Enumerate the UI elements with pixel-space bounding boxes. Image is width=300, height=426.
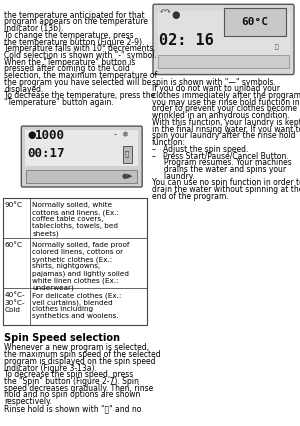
Text: hold and no spin options are shown: hold and no spin options are shown bbox=[4, 391, 141, 400]
Text: To decrease the spin speed, press: To decrease the spin speed, press bbox=[4, 370, 134, 379]
Bar bbox=[158, 55, 289, 68]
Text: pajamas) and lightly soiled: pajamas) and lightly soiled bbox=[32, 270, 129, 276]
Text: ●: ● bbox=[171, 10, 179, 20]
Text: the temperature button (Figure 2-9).: the temperature button (Figure 2-9). bbox=[4, 37, 145, 46]
Text: Cold selection is shown with "-" symbol.: Cold selection is shown with "-" symbol. bbox=[4, 51, 158, 60]
Text: indicator (13b).: indicator (13b). bbox=[4, 24, 64, 33]
FancyBboxPatch shape bbox=[153, 4, 294, 75]
Text: the "Spin" button (Figure 2-7). Spin: the "Spin" button (Figure 2-7). Spin bbox=[4, 377, 140, 386]
Text: If you do not want to unload your: If you do not want to unload your bbox=[152, 84, 280, 93]
Text: shirts, nightgowns,: shirts, nightgowns, bbox=[32, 263, 101, 269]
Text: To change the temperature, press: To change the temperature, press bbox=[4, 31, 134, 40]
Text: To decrease the temperature, press the: To decrease the temperature, press the bbox=[4, 92, 156, 101]
Text: "Temperature" button again.: "Temperature" button again. bbox=[4, 98, 114, 107]
Text: 30°C-: 30°C- bbox=[5, 300, 26, 306]
Text: cottons and linens. (Ex.:: cottons and linens. (Ex.: bbox=[32, 209, 119, 216]
Text: 90°C: 90°C bbox=[5, 202, 23, 208]
Bar bbox=[3, 238, 147, 288]
Text: function:: function: bbox=[152, 138, 185, 147]
Text: Normally soiled, fade proof: Normally soiled, fade proof bbox=[32, 242, 130, 248]
Bar bbox=[3, 198, 147, 325]
Text: program appears on the temperature: program appears on the temperature bbox=[4, 17, 148, 26]
Text: For delicate clothes (Ex.:: For delicate clothes (Ex.: bbox=[32, 292, 122, 299]
Text: drains the water and spins your: drains the water and spins your bbox=[152, 165, 286, 174]
Text: Rinse hold is shown with "⌣" and no: Rinse hold is shown with "⌣" and no bbox=[4, 404, 142, 413]
Text: You can use no spin function in order to: You can use no spin function in order to bbox=[152, 178, 300, 187]
Text: ↶↷: ↶↷ bbox=[160, 10, 172, 16]
Text: colored linens, cottons or: colored linens, cottons or bbox=[32, 249, 124, 255]
Text: end of the program.: end of the program. bbox=[152, 192, 228, 201]
Text: synthetics and woolens.: synthetics and woolens. bbox=[32, 314, 119, 320]
Text: 🔒: 🔒 bbox=[125, 150, 129, 157]
Text: synthetic clothes (Ex.:: synthetic clothes (Ex.: bbox=[32, 256, 113, 262]
Text: 🔒: 🔒 bbox=[274, 45, 278, 50]
Text: tablecloths, towels, bed: tablecloths, towels, bed bbox=[32, 223, 118, 230]
Text: displayed.: displayed. bbox=[4, 85, 44, 94]
Text: coffee table covers,: coffee table covers, bbox=[32, 216, 104, 222]
Text: veil curtains), blended: veil curtains), blended bbox=[32, 299, 113, 306]
Text: drain the water without spinning at the: drain the water without spinning at the bbox=[152, 185, 300, 194]
Text: speed decreases gradually. Then, rinse: speed decreases gradually. Then, rinse bbox=[4, 384, 154, 393]
Text: sheets): sheets) bbox=[32, 230, 59, 237]
Text: you may use the rinse hold function in: you may use the rinse hold function in bbox=[152, 98, 299, 107]
Text: laundry.: laundry. bbox=[152, 172, 194, 181]
Text: spin your laundry after the rinse hold: spin your laundry after the rinse hold bbox=[152, 131, 295, 141]
Text: pressed after coming to the Cold: pressed after coming to the Cold bbox=[4, 64, 130, 74]
Text: the program you have selected will be: the program you have selected will be bbox=[4, 78, 152, 87]
Text: selection, the maximum temperature of: selection, the maximum temperature of bbox=[4, 71, 158, 80]
Text: 60°C: 60°C bbox=[5, 242, 23, 248]
Text: indicator (Figure 3-13a).: indicator (Figure 3-13a). bbox=[4, 363, 98, 373]
Text: ●: ● bbox=[27, 130, 35, 140]
Text: Normally soiled, white: Normally soiled, white bbox=[32, 202, 112, 208]
Text: underwear): underwear) bbox=[32, 284, 74, 291]
Text: ❅: ❅ bbox=[122, 130, 128, 139]
Text: white linen clothes (Ex.:: white linen clothes (Ex.: bbox=[32, 277, 119, 284]
Text: in the final rinsing water. If you want to: in the final rinsing water. If you want … bbox=[152, 125, 300, 134]
Bar bbox=[224, 9, 286, 36]
Text: Spin Speed selection: Spin Speed selection bbox=[4, 333, 121, 343]
Text: order to prevent your clothes become: order to prevent your clothes become bbox=[152, 104, 296, 113]
Text: 60°C: 60°C bbox=[241, 17, 268, 27]
Text: When the "Temperature" button is: When the "Temperature" button is bbox=[4, 58, 136, 67]
Text: clothes immediately after the program,: clothes immediately after the program, bbox=[152, 91, 300, 100]
Bar bbox=[3, 288, 147, 325]
Text: the maximum spin speed of the selected: the maximum spin speed of the selected bbox=[4, 350, 161, 359]
Text: –   Press Start/Pause/Cancel Button.: – Press Start/Pause/Cancel Button. bbox=[152, 152, 288, 161]
Text: –   Adjust the spin speed.: – Adjust the spin speed. bbox=[152, 145, 248, 154]
Text: Temperature falls with 10° decrements.: Temperature falls with 10° decrements. bbox=[4, 44, 156, 53]
Text: 02: 16: 02: 16 bbox=[159, 33, 214, 48]
Text: spin is shown with "—" symbols.: spin is shown with "—" symbols. bbox=[152, 78, 275, 86]
Bar bbox=[3, 198, 147, 238]
FancyBboxPatch shape bbox=[123, 146, 132, 163]
Text: Cold: Cold bbox=[5, 307, 21, 313]
Text: wrinkled in an anhydrous condition.: wrinkled in an anhydrous condition. bbox=[152, 111, 289, 120]
Text: Whenever a new program is selected,: Whenever a new program is selected, bbox=[4, 343, 149, 352]
Text: 40°C-: 40°C- bbox=[5, 292, 26, 298]
FancyBboxPatch shape bbox=[21, 126, 142, 187]
Text: the temperature anticipated for that: the temperature anticipated for that bbox=[4, 11, 145, 20]
Text: respectively.: respectively. bbox=[4, 397, 52, 406]
Text: clothes including: clothes including bbox=[32, 306, 94, 312]
Bar bbox=[158, 11, 290, 68]
Text: program is displayed on the spin speed: program is displayed on the spin speed bbox=[4, 357, 156, 366]
Text: ●▶: ●▶ bbox=[122, 173, 133, 179]
Text: Program resumes. Your machines: Program resumes. Your machines bbox=[152, 158, 291, 167]
Text: With this function, your laundry is kept: With this function, your laundry is kept bbox=[152, 118, 300, 127]
Text: 1000: 1000 bbox=[34, 129, 64, 142]
Text: -: - bbox=[114, 130, 117, 139]
Bar bbox=[26, 170, 137, 183]
Bar bbox=[26, 130, 138, 166]
Text: 00:17: 00:17 bbox=[27, 147, 64, 160]
